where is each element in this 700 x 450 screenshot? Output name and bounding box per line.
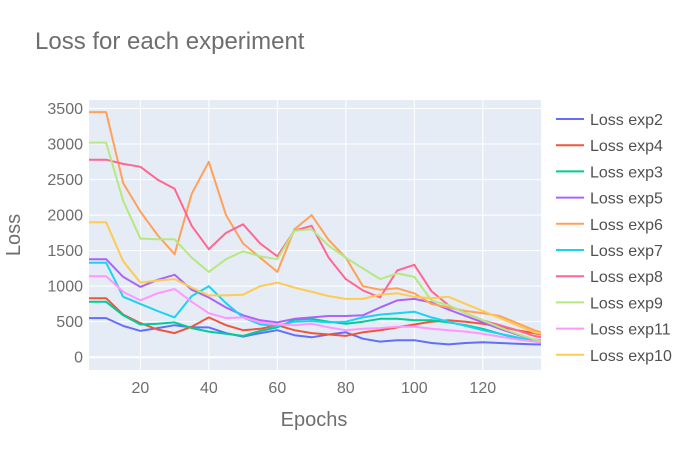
y-tick-label: 1500: [47, 243, 83, 260]
x-tick-label: 100: [401, 380, 428, 397]
y-axis-title: Loss: [3, 214, 25, 256]
series-line-loss-exp3: [89, 300, 541, 343]
legend-label: Loss exp8: [590, 269, 663, 286]
y-tick-label: 0: [74, 350, 83, 367]
series-line-loss-exp7: [89, 261, 541, 343]
series-line-loss-exp4: [89, 297, 541, 337]
y-tick-label: 2500: [47, 172, 83, 189]
x-tick-label: 80: [337, 380, 355, 397]
x-tick-label: 120: [469, 380, 496, 397]
axis-ticks: 20 40 60 80 100 120 0 500 1000 1500 2000 2500 3000 35…: [47, 101, 496, 397]
x-tick-label: 60: [268, 380, 286, 397]
series-lines: [89, 111, 541, 346]
x-tick-label: 20: [131, 380, 149, 397]
y-tick-label: 3500: [47, 101, 83, 118]
legend-label: Loss exp5: [590, 191, 663, 208]
chart-title: Loss for each experiment: [35, 28, 305, 55]
series-line-loss-exp6: [89, 111, 541, 334]
legend-label: Loss exp4: [590, 138, 663, 155]
y-tick-label: 2000: [47, 208, 83, 225]
legend-label: Loss exp3: [590, 164, 663, 181]
legend-label: Loss exp7: [590, 243, 663, 260]
y-tick-label: 3000: [47, 137, 83, 154]
series-line-loss-exp10: [89, 221, 541, 335]
y-tick-label: 500: [56, 314, 83, 331]
x-tick-label: 40: [200, 380, 218, 397]
legend-label: Loss exp10: [590, 348, 672, 365]
grid-lines: [89, 100, 541, 370]
y-tick-label: 1000: [47, 279, 83, 296]
series-line-loss-exp5: [89, 258, 541, 342]
legend-label: Loss exp2: [590, 112, 663, 129]
legend-label: Loss exp11: [590, 322, 671, 339]
x-axis-title: Epochs: [281, 409, 348, 431]
legend: Loss exp2 Loss exp4 Loss exp3 Loss exp5 Loss…: [556, 112, 672, 365]
series-line-loss-exp9: [89, 141, 541, 342]
legend-label: Loss exp9: [590, 295, 663, 312]
legend-label: Loss exp6: [590, 217, 663, 234]
series-line-loss-exp11: [89, 275, 541, 344]
series-line-loss-exp2: [89, 317, 541, 346]
